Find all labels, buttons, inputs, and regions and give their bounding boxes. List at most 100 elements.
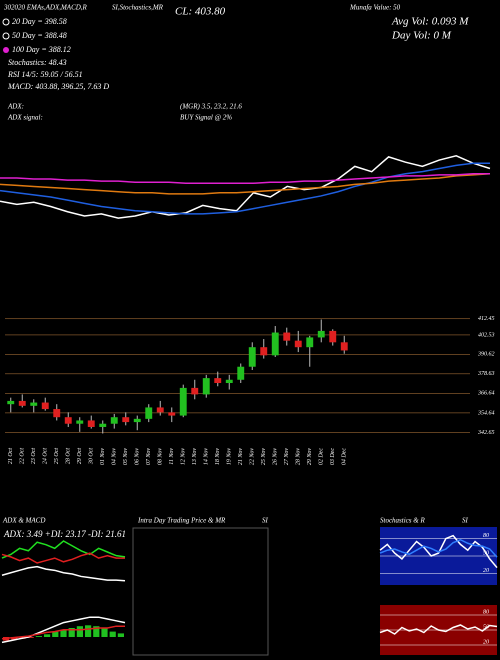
x-tick-label: 07 Nov bbox=[146, 448, 152, 466]
header-text: Munafa Value: 50 bbox=[349, 4, 401, 12]
y-tick-label: 20 bbox=[483, 568, 489, 574]
y-tick-label: 20 bbox=[483, 639, 489, 645]
day-vol: Day Vol: 0 M bbox=[391, 30, 452, 42]
intraday-panel bbox=[132, 527, 269, 656]
y-tick-label: 342.65 bbox=[477, 429, 495, 436]
x-tick-label: 11 Nov bbox=[169, 448, 175, 465]
histogram-bar bbox=[44, 634, 51, 637]
series-line bbox=[1, 540, 126, 559]
x-tick-label: 13 Nov bbox=[192, 448, 198, 466]
candle-body bbox=[145, 407, 153, 419]
series-line bbox=[379, 538, 498, 558]
candle-body bbox=[306, 337, 314, 348]
candle-body bbox=[18, 400, 26, 406]
x-tick-label: 19 Nov bbox=[227, 448, 233, 466]
x-tick-label: 27 Nov bbox=[284, 448, 290, 466]
x-tick-label: 30 Oct bbox=[89, 448, 95, 465]
x-tick-label: 22 Nov bbox=[250, 448, 256, 466]
candle-body bbox=[329, 330, 337, 343]
x-tick-label: 12 Nov bbox=[181, 448, 187, 466]
histogram-bar bbox=[60, 629, 67, 637]
x-tick-label: 14 Nov bbox=[203, 448, 210, 466]
legend-dot bbox=[2, 32, 10, 40]
series-line bbox=[379, 534, 498, 569]
y-tick-label: 366.64 bbox=[477, 390, 495, 397]
x-tick-label: 26 Nov bbox=[273, 448, 279, 466]
candle-body bbox=[133, 418, 141, 423]
series-line bbox=[0, 173, 491, 195]
x-tick-label: 28 Nov bbox=[296, 448, 302, 466]
x-tick-label: 04 Dec bbox=[341, 448, 348, 465]
x-tick-label: 08 Nov bbox=[158, 448, 164, 466]
series-line bbox=[0, 155, 491, 219]
series-line bbox=[1, 625, 125, 640]
ma20-text: 20 Day = 398.58 bbox=[12, 17, 67, 26]
histogram-bar bbox=[85, 625, 92, 637]
candle-body bbox=[53, 409, 61, 418]
candle-body bbox=[122, 417, 130, 423]
candle-body bbox=[225, 379, 233, 384]
series-line bbox=[0, 162, 490, 215]
candle-body bbox=[271, 332, 279, 356]
y-tick-label: 402.53 bbox=[478, 331, 495, 338]
x-tick-label: 22 Oct bbox=[20, 448, 26, 464]
histogram-bar bbox=[76, 626, 83, 637]
panel-title: SI bbox=[462, 517, 469, 525]
x-tick-label: 25 Nov bbox=[261, 448, 267, 466]
x-tick-label: 23 Oct bbox=[31, 448, 37, 464]
avg-vol: Avg Vol: 0.093 M bbox=[391, 16, 469, 28]
histogram-bar bbox=[117, 633, 124, 637]
x-tick-label: 01 Nov bbox=[100, 448, 106, 466]
panel-title: Intra Day Trading Price & MR bbox=[137, 517, 226, 525]
legend-dot bbox=[2, 18, 10, 26]
x-tick-label: 18 Nov bbox=[215, 448, 221, 466]
histogram-bar bbox=[35, 636, 42, 637]
rsi-text: RSI 14/5: 59.05 / 56.51 bbox=[7, 70, 83, 79]
candle-body bbox=[179, 387, 187, 416]
histogram-bar bbox=[93, 626, 100, 637]
y-tick-label: 390.62 bbox=[477, 352, 495, 358]
histogram-bar bbox=[27, 637, 34, 638]
panel-title: Stochastics & R bbox=[380, 517, 425, 525]
histogram-bar bbox=[68, 628, 75, 637]
series-line bbox=[1, 552, 125, 564]
candle-body bbox=[237, 366, 245, 380]
candle-body bbox=[168, 412, 176, 416]
x-tick-label: 06 Nov bbox=[135, 448, 141, 466]
candle-body bbox=[64, 417, 72, 424]
candle-body bbox=[283, 332, 291, 341]
x-tick-label: 29 Nov bbox=[307, 448, 313, 466]
ma50-text: 50 Day = 388.48 bbox=[12, 31, 67, 40]
adx-signal-label: ADX signal: bbox=[7, 114, 43, 122]
candle-body bbox=[87, 420, 95, 427]
y-tick-label: 80 bbox=[483, 609, 489, 615]
x-tick-label: 05 Nov bbox=[123, 448, 129, 466]
close-price: CL: 403.80 bbox=[175, 6, 226, 18]
series-line bbox=[1, 616, 126, 644]
macd-text: MACD: 403.88, 396.25, 7.63 D bbox=[7, 82, 109, 91]
candle-body bbox=[294, 340, 302, 348]
x-tick-label: 25 Oct bbox=[54, 448, 60, 464]
candle-body bbox=[191, 387, 199, 395]
candle-body bbox=[340, 342, 348, 351]
legend-dot bbox=[3, 47, 9, 53]
x-tick-label: 28 Oct bbox=[66, 448, 72, 464]
panel-title: ADX & MACD bbox=[2, 517, 45, 525]
header-text: 302020 EMAs,ADX,MACD,R bbox=[3, 4, 88, 12]
x-tick-label: 02 Dec bbox=[319, 448, 325, 465]
candle-body bbox=[156, 407, 164, 413]
panel-title: SI bbox=[262, 517, 269, 525]
candle-body bbox=[41, 402, 49, 410]
panel-subtitle: ADX: 3.49 +DI: 23.17 -DI: 21.61 bbox=[3, 529, 126, 539]
candle-body bbox=[110, 417, 118, 424]
adx-text: ADX: bbox=[7, 103, 24, 111]
candle-body bbox=[260, 347, 268, 356]
x-tick-label: 04 Nov bbox=[111, 448, 118, 466]
histogram-bar bbox=[101, 628, 108, 637]
x-tick-label: 24 Oct bbox=[42, 448, 49, 464]
candle-body bbox=[202, 378, 210, 395]
stoch-text: Stochastics: 48.43 bbox=[8, 58, 67, 67]
series-line bbox=[379, 624, 498, 635]
adx-signal: BUY Signal @ 2% bbox=[180, 114, 232, 122]
